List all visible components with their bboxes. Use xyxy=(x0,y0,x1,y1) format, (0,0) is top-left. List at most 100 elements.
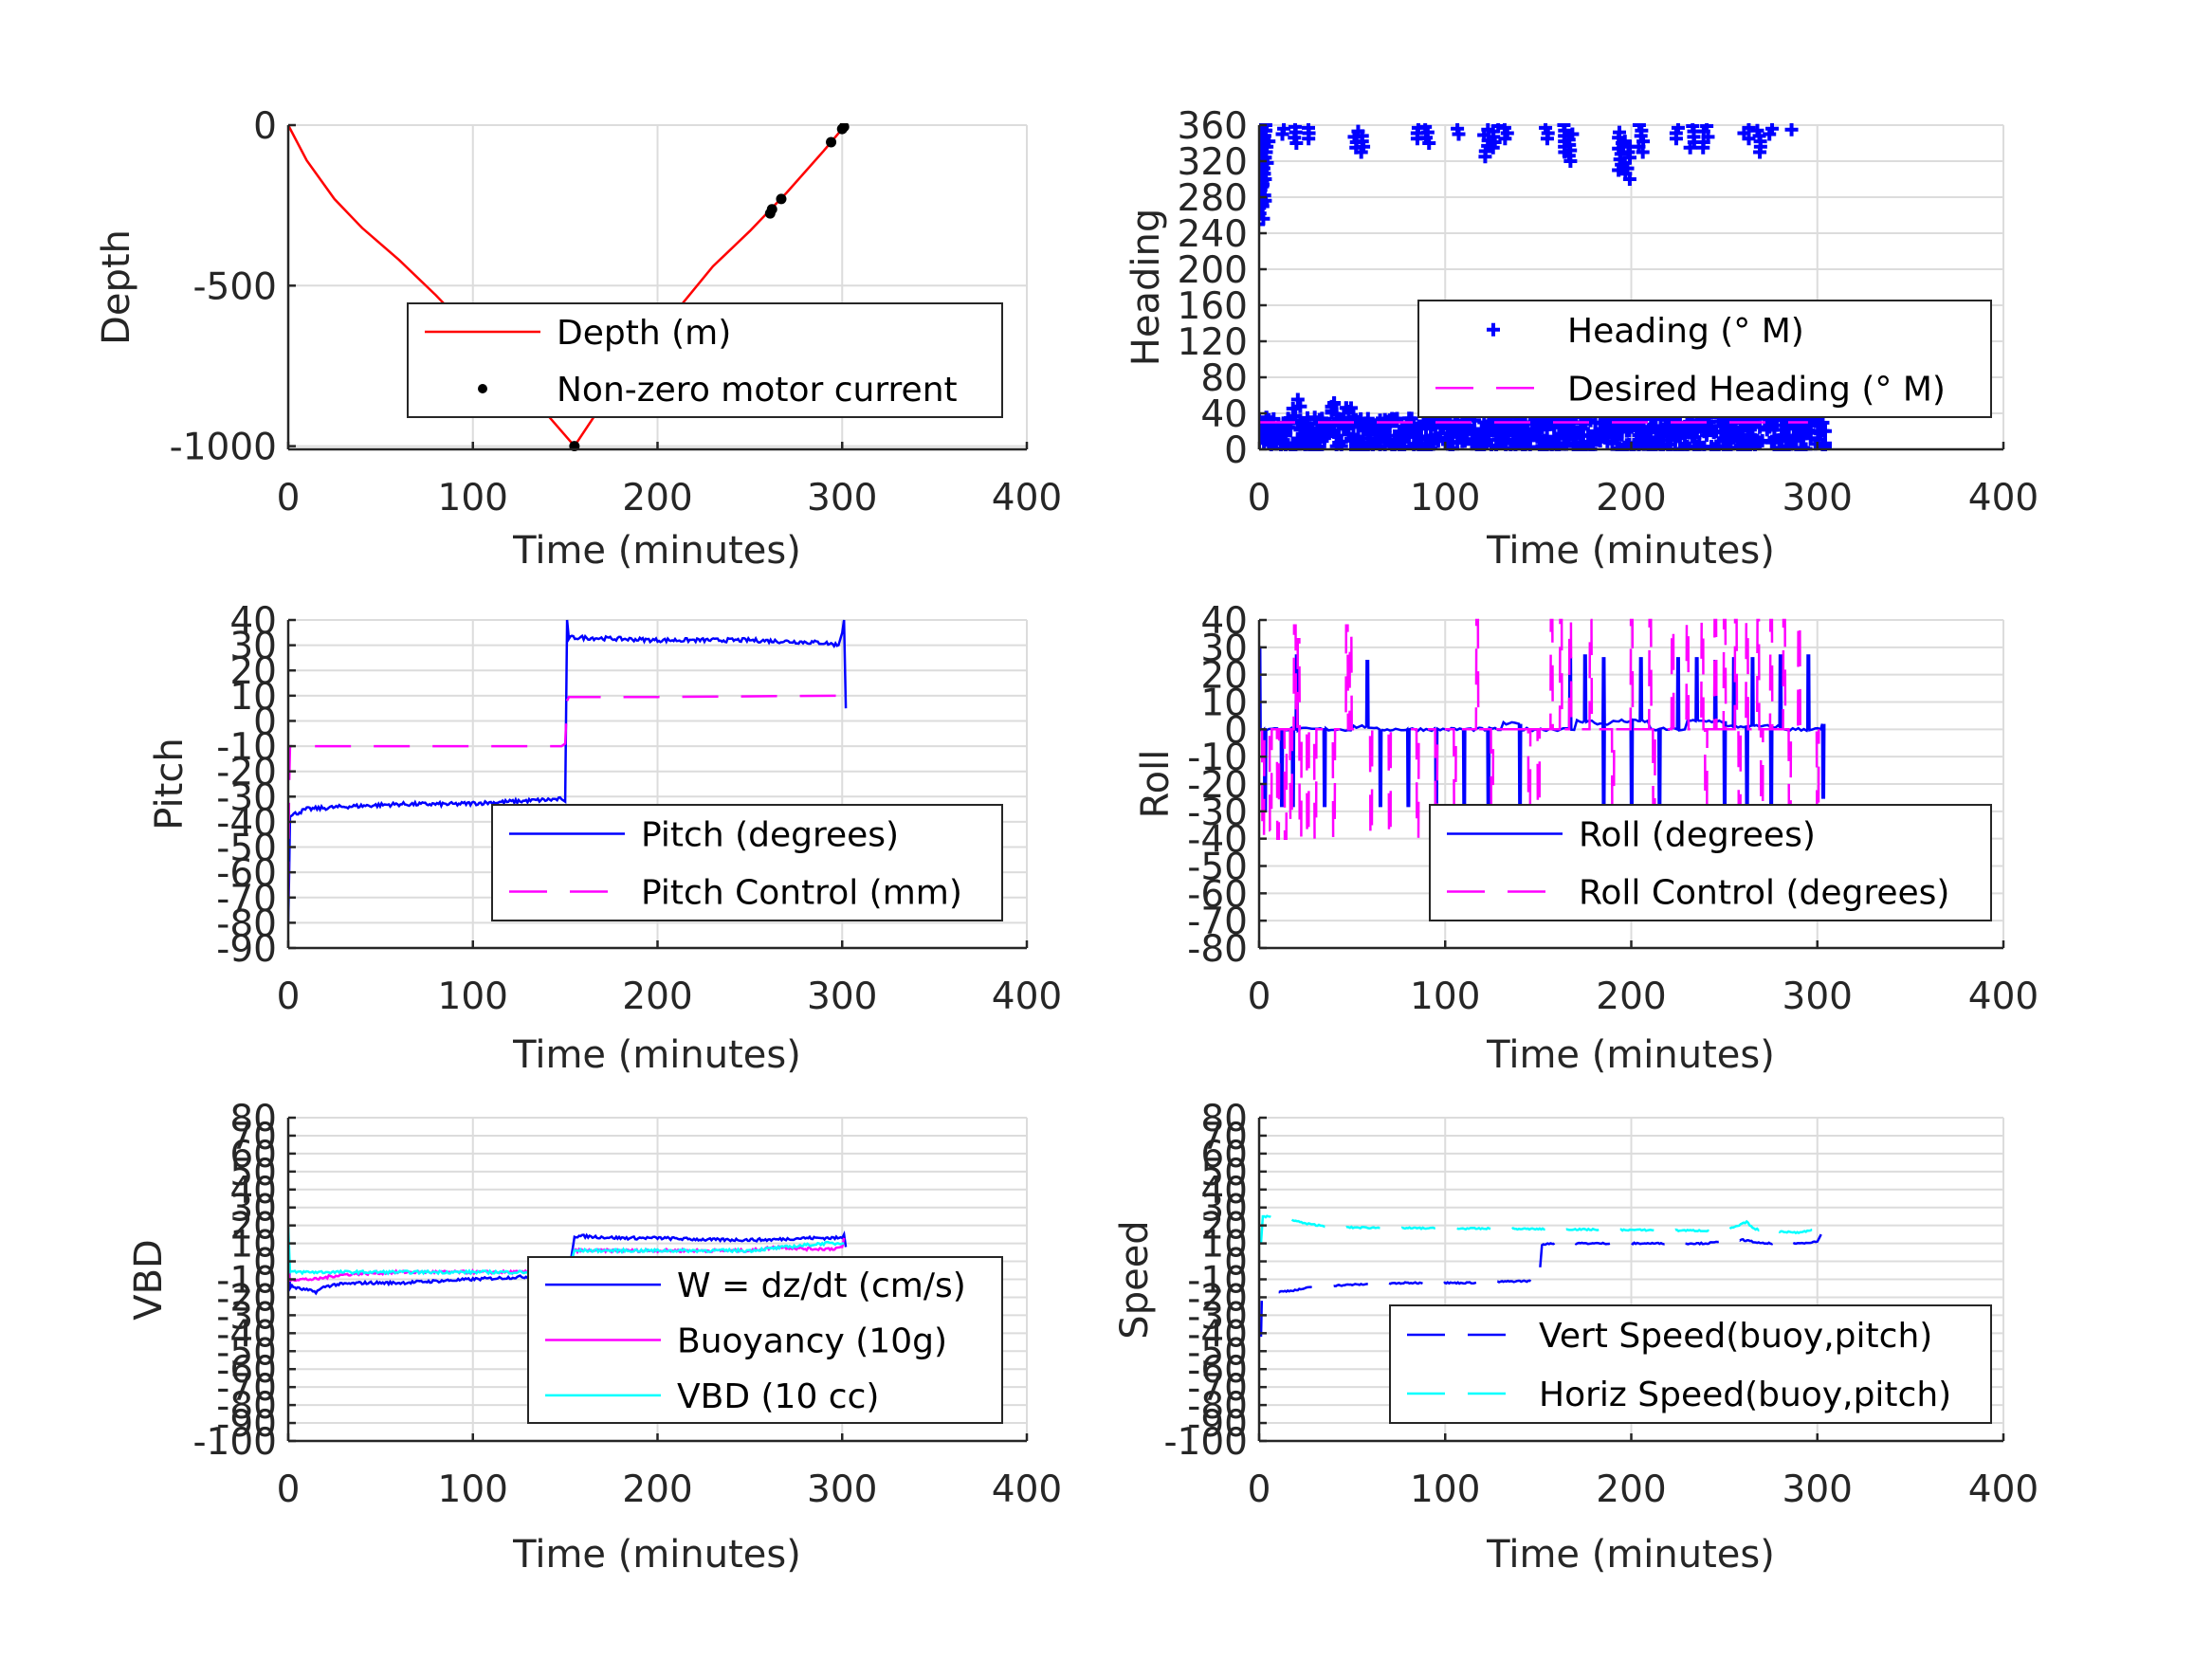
y-tick-label: -100 xyxy=(1163,1421,1248,1464)
heading-marker xyxy=(1344,401,1358,415)
legend-entry-label: Non-zero motor current xyxy=(557,371,958,410)
heading-marker xyxy=(1700,123,1714,133)
x-tick-label: 0 xyxy=(1248,477,1271,520)
y-tick-label: -80 xyxy=(216,1385,277,1428)
heading-marker xyxy=(1290,392,1305,407)
heading-marker xyxy=(1301,412,1315,427)
heading-marker xyxy=(1818,436,1832,450)
y-tick-label: -50 xyxy=(1187,1331,1248,1374)
x-tick-label: 0 xyxy=(277,1468,301,1511)
y-tick-label: -10 xyxy=(1187,1260,1248,1303)
y-tick-label: -60 xyxy=(216,1349,277,1392)
legend-box xyxy=(407,302,1003,418)
x-tick-label: 400 xyxy=(992,1468,1062,1511)
legend-entry-label: Desired Heading (° M) xyxy=(1567,370,1946,409)
x-tick-label: 200 xyxy=(622,975,692,1018)
y-tick-label: 50 xyxy=(229,1152,277,1194)
y-tick-label: -1000 xyxy=(170,427,277,469)
x-tick-label: 0 xyxy=(277,975,301,1018)
x-tick-label: 0 xyxy=(1248,975,1271,1018)
legend-entry-label: Roll Control (degrees) xyxy=(1579,874,1949,913)
subplot-speed: 0 100 200 300 40080706050403020100-10-20-30-… xyxy=(1113,1098,2038,1577)
y-tick-label: 10 xyxy=(229,1224,277,1267)
legend-marker-icon xyxy=(478,384,487,393)
plot-area xyxy=(1259,618,1826,840)
x-tick-label: 200 xyxy=(622,477,692,520)
y-tick-label: 40 xyxy=(229,600,277,643)
y-tick-label: 40 xyxy=(229,1170,277,1212)
motor-current-point xyxy=(766,204,777,215)
y-tick-label: 30 xyxy=(1200,1188,1248,1231)
y-tick-label: -40 xyxy=(216,1313,277,1356)
legend-entry-label: Horiz Speed(buoy,pitch) xyxy=(1539,1376,1951,1414)
y-tick-label: -20 xyxy=(216,1277,277,1320)
y-tick-label: 40 xyxy=(1200,393,1248,436)
heading-marker xyxy=(1302,123,1315,135)
y-axis-label: Heading xyxy=(1124,209,1168,366)
y-tick-label: -90 xyxy=(1187,1403,1248,1446)
y-tick-label: 20 xyxy=(229,1206,277,1249)
y-axis-label: Pitch xyxy=(148,738,192,830)
heading-marker xyxy=(1742,123,1756,135)
y-tick-label: 30 xyxy=(1200,628,1248,670)
heading-marker xyxy=(1451,123,1465,136)
y-tick-label: 20 xyxy=(1200,1206,1248,1249)
heading-marker xyxy=(1769,418,1783,432)
heading-marker xyxy=(1539,123,1553,135)
heading-marker xyxy=(1418,123,1433,134)
legend-entry-label: Depth (m) xyxy=(557,314,731,353)
y-tick-label: -10 xyxy=(216,1260,277,1303)
heading-marker xyxy=(1286,402,1300,416)
series-horiz-speed-buoy-pitch xyxy=(1259,1214,1818,1244)
heading-marker xyxy=(1361,431,1375,446)
y-tick-label: -40 xyxy=(1187,819,1248,862)
x-axis-label: Time (minutes) xyxy=(512,1533,801,1577)
legend-box xyxy=(1429,804,1992,921)
heading-marker xyxy=(1565,127,1580,141)
y-tick-label: 200 xyxy=(1178,249,1248,292)
legend: Roll (degrees) Roll Control (degrees) xyxy=(1429,804,1992,921)
legend-box xyxy=(1417,300,1992,418)
y-tick-label: -60 xyxy=(1187,1349,1248,1392)
heading-marker xyxy=(1784,123,1799,137)
y-tick-label: -30 xyxy=(1187,1295,1248,1338)
y-tick-label: -70 xyxy=(1187,1367,1248,1410)
y-tick-label: -10 xyxy=(1187,737,1248,779)
y-tick-label: -80 xyxy=(1187,928,1248,971)
y-tick-label: -30 xyxy=(1187,792,1248,834)
legend-entry-label: Buoyancy (10g) xyxy=(677,1322,947,1361)
x-tick-label: 300 xyxy=(1782,477,1853,520)
y-tick-label: 50 xyxy=(1200,1152,1248,1194)
x-tick-label: 400 xyxy=(1968,975,2038,1018)
y-tick-label: 280 xyxy=(1178,177,1248,220)
series-depth-m xyxy=(288,124,846,448)
legend-entry-label: W = dz/dt (cm/s) xyxy=(677,1267,966,1305)
legend-entry-label: Pitch Control (mm) xyxy=(641,874,962,913)
x-tick-label: 300 xyxy=(807,477,877,520)
y-tick-label: 10 xyxy=(1200,683,1248,725)
y-tick-label: -50 xyxy=(216,1331,277,1374)
y-tick-label: -20 xyxy=(216,752,277,794)
x-tick-label: 400 xyxy=(992,477,1062,520)
motor-current-point xyxy=(838,123,850,133)
legend: Pitch (degrees) Pitch Control (mm) xyxy=(491,804,1003,921)
y-tick-label: -50 xyxy=(1187,847,1248,889)
y-axis-label: Roll xyxy=(1134,750,1178,819)
y-axis-label: Speed xyxy=(1113,1220,1157,1339)
series-pitch-control-mm xyxy=(288,694,845,898)
y-tick-label: 160 xyxy=(1178,285,1248,328)
y-tick-label: 70 xyxy=(1200,1116,1248,1158)
x-tick-label: 100 xyxy=(438,477,508,520)
subplot-vbd: 0 100 200 300 40080706050403020100-10-20-30-… xyxy=(127,1098,1062,1577)
x-tick-label: 100 xyxy=(1410,477,1480,520)
y-tick-label: 60 xyxy=(229,1134,277,1176)
heading-marker xyxy=(1497,123,1511,135)
legend: Vert Speed(buoy,pitch) Horiz Speed(buoy,p… xyxy=(1389,1304,1992,1424)
x-tick-label: 200 xyxy=(1596,975,1666,1018)
heading-marker xyxy=(1765,123,1780,136)
y-tick-label: -20 xyxy=(1187,1277,1248,1320)
x-tick-label: 200 xyxy=(622,1468,692,1511)
heading-marker xyxy=(1293,399,1307,413)
y-tick-label: -100 xyxy=(192,1421,277,1464)
y-tick-label: 20 xyxy=(229,650,277,693)
